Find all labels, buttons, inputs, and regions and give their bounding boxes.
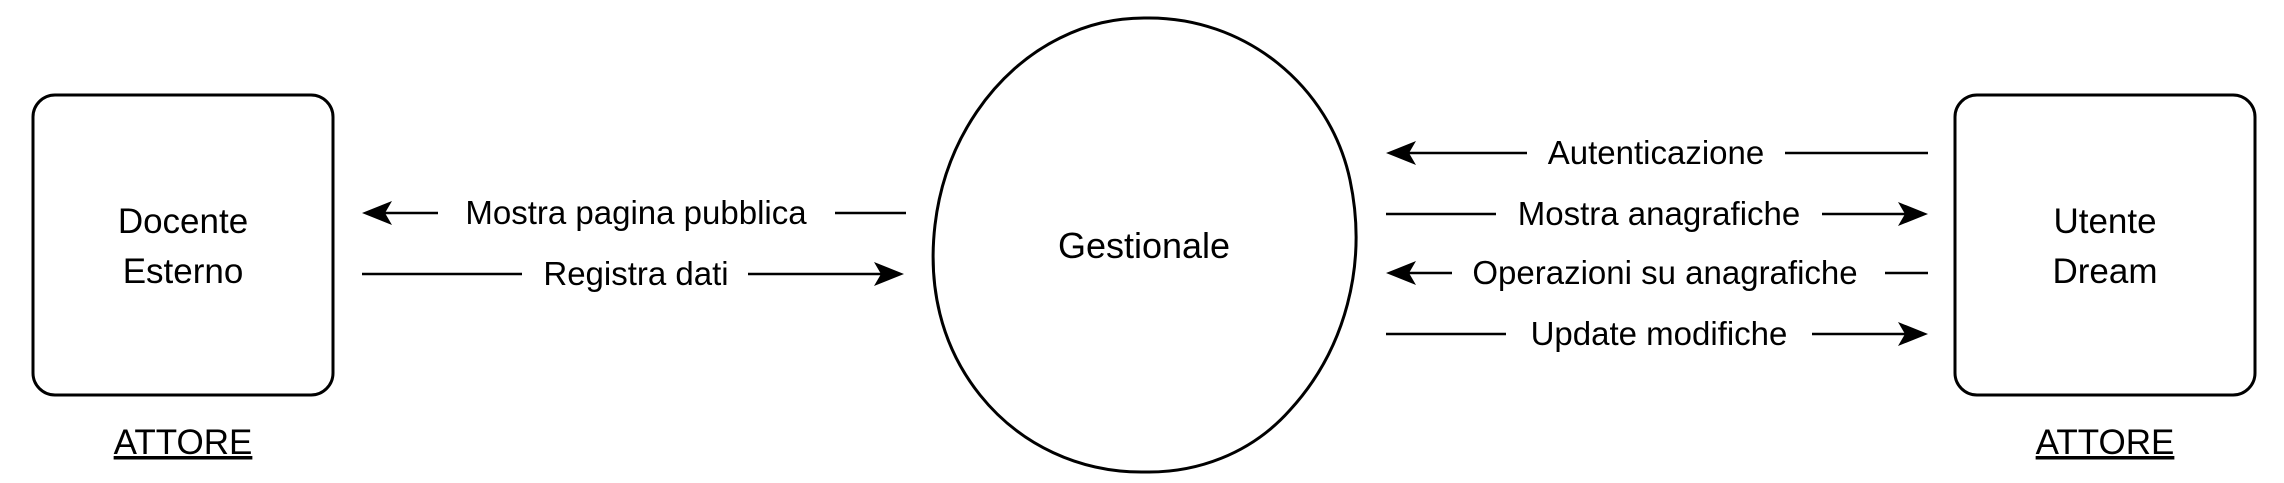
left-actor-name-line2: Esterno [123,252,244,291]
left-actor-role: ATTORE [114,423,253,462]
arrowhead-right-icon [1898,202,1928,226]
flow-label-registra-dati: Registra dati [543,255,728,292]
right-actor-box [1953,93,2257,397]
left-actor: Docente Esterno [31,93,335,397]
flow-autenticazione: Autenticazione [1386,134,1928,171]
right-actor-role: ATTORE [2036,423,2175,462]
right-actor-name-line2: Dream [2052,252,2157,291]
flow-mostra-anagrafiche: Mostra anagrafiche [1386,195,1928,232]
flow-label-operazioni-su-anagrafiche: Operazioni su anagrafiche [1472,254,1857,291]
right-actor-name-line1: Utente [2053,202,2156,241]
arrowhead-right-icon [874,262,904,286]
system-node: Gestionale [931,16,1358,474]
system-circle [931,16,1358,474]
flow-label-mostra-anagrafiche: Mostra anagrafiche [1518,195,1800,232]
arrowhead-left-icon [362,201,392,225]
flow-update-modifiche: Update modifiche [1386,315,1928,352]
arrowhead-left-icon [1386,141,1416,165]
left-actor-box [31,93,335,397]
left-actor-name-line1: Docente [118,202,248,241]
flow-registra-dati: Registra dati [362,255,904,292]
flow-label-update-modifiche: Update modifiche [1531,315,1788,352]
flow-operazioni-su-anagrafiche: Operazioni su anagrafiche [1386,254,1928,291]
flow-label-mostra-pagina-pubblica: Mostra pagina pubblica [465,194,807,231]
flow-mostra-pagina-pubblica: Mostra pagina pubblica [362,194,906,231]
right-actor: Utente Dream [1953,93,2257,397]
arrowhead-right-icon [1898,322,1928,346]
flow-label-autenticazione: Autenticazione [1548,134,1764,171]
arrowhead-left-icon [1386,261,1416,285]
system-name: Gestionale [1058,225,1230,266]
